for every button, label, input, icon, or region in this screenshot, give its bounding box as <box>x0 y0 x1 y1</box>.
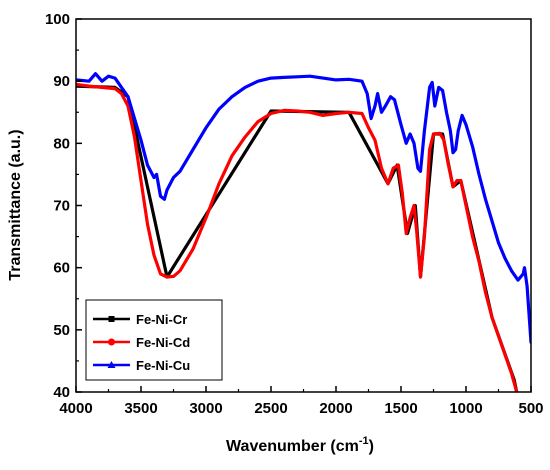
x-axis-title-superscript: -1 <box>359 435 369 447</box>
series-line-fe-ni-cu <box>76 72 531 344</box>
x-tick-label: 3000 <box>189 400 222 417</box>
x-tick-label: 1000 <box>449 400 482 417</box>
x-tick-label: 500 <box>518 400 543 417</box>
x-tick-label: 3500 <box>124 400 157 417</box>
x-tick-label: 2000 <box>319 400 352 417</box>
ticks-layer: 4000 3500 3000 2500 2000 1500 1000 500 40 50 60 70 8… <box>45 11 544 417</box>
x-axis-title: Wavenumber (cm-1) <box>226 435 374 455</box>
legend-marker-fe-ni-cr <box>108 316 115 322</box>
x-tick-label: 2500 <box>254 400 287 417</box>
y-tick-label: 90 <box>53 73 70 90</box>
legend-label-fe-ni-cd: Fe-Ni-Cd <box>136 335 190 350</box>
series-line-fe-ni-cd <box>76 82 519 392</box>
x-tick-label: 4000 <box>59 400 92 417</box>
legend: Fe-Ni-Cr Fe-Ni-Cd Fe-Ni-Cu <box>85 299 223 381</box>
y-tick-label: 60 <box>53 260 70 277</box>
y-tick-label: 100 <box>45 11 70 28</box>
y-tick-label: 70 <box>53 198 70 215</box>
y-tick-label: 80 <box>53 135 70 152</box>
x-tick-label: 1500 <box>384 400 417 417</box>
legend-label-fe-ni-cu: Fe-Ni-Cu <box>136 358 190 373</box>
y-tick-label: 50 <box>53 322 70 339</box>
y-tick-label: 40 <box>53 384 70 401</box>
legend-label-fe-ni-cr: Fe-Ni-Cr <box>136 312 187 327</box>
legend-marker-fe-ni-cd <box>108 338 115 346</box>
legend-marker-fe-ni-cu <box>107 361 116 368</box>
series-layer <box>76 72 531 392</box>
y-axis-title: Transmittance (a.u.) <box>7 129 24 280</box>
